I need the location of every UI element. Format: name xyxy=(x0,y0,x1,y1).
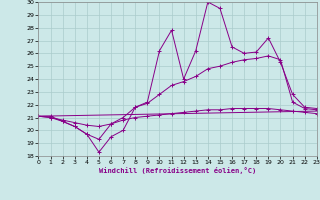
X-axis label: Windchill (Refroidissement éolien,°C): Windchill (Refroidissement éolien,°C) xyxy=(99,167,256,174)
